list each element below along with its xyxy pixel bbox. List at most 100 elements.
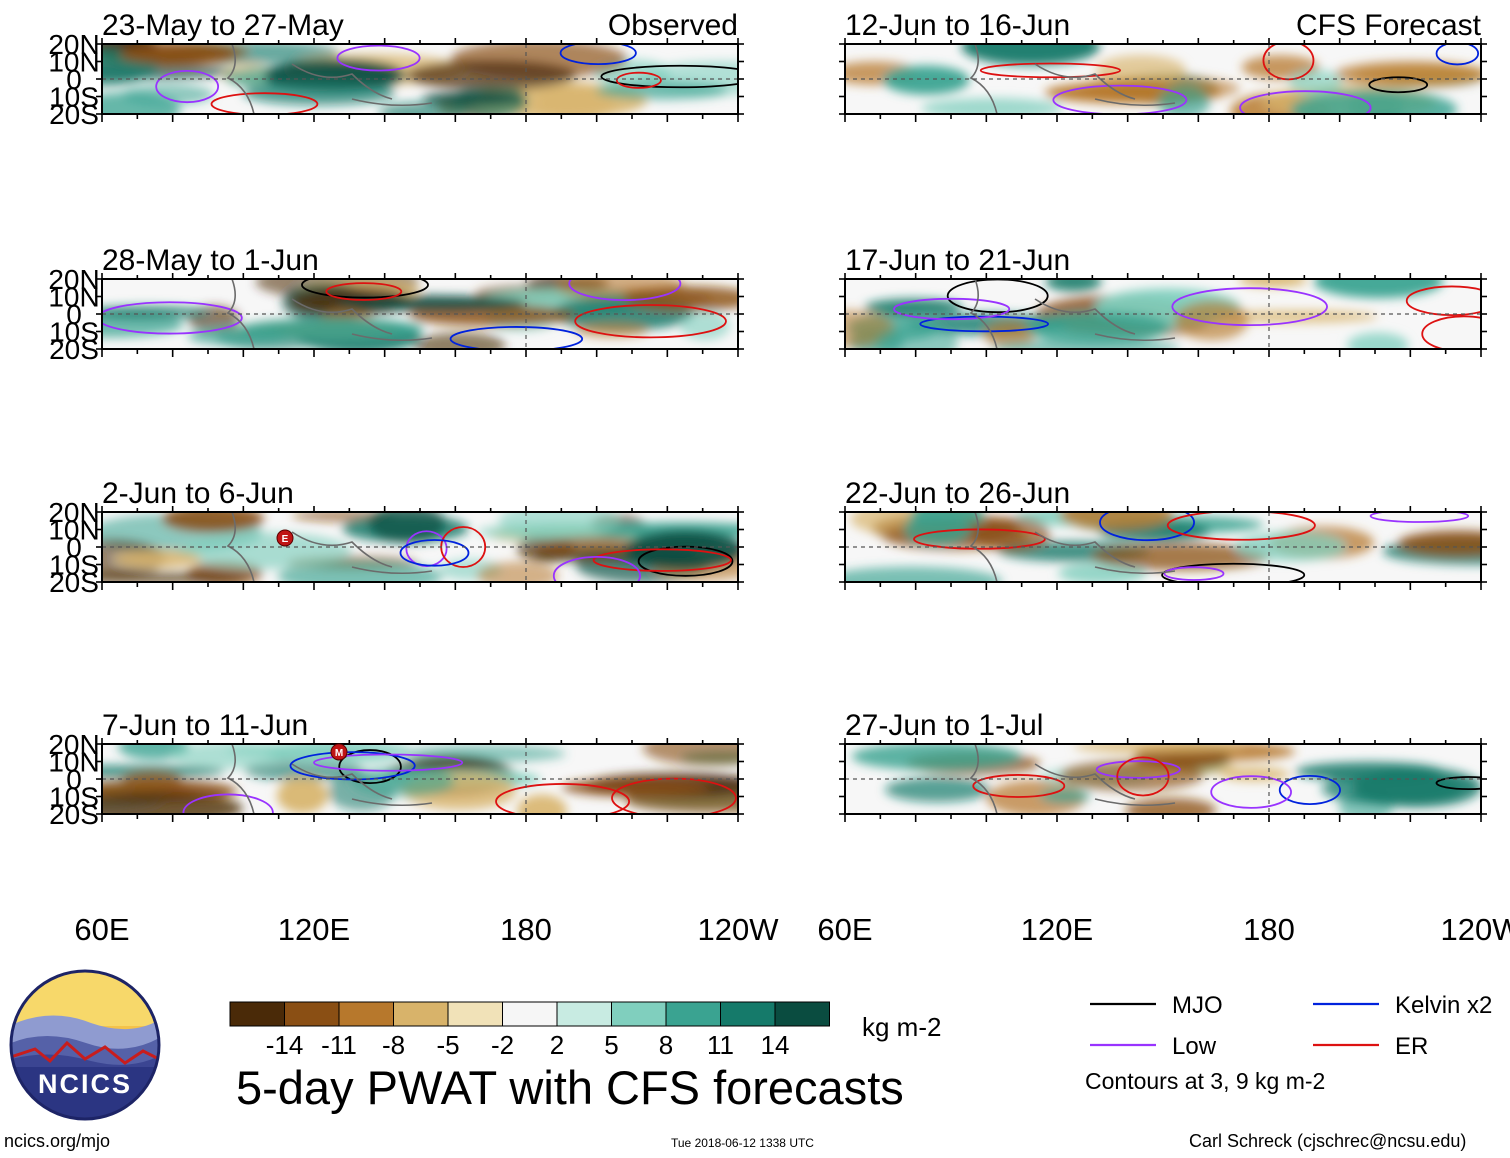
wave-contours bbox=[979, 44, 1480, 114]
main-title: 5-day PWAT with CFS forecasts bbox=[236, 1061, 904, 1114]
lat-label: 0 bbox=[66, 532, 82, 563]
right-panel-2: 17-Jun to 21-Jun bbox=[839, 244, 1487, 357]
legend-item: Low bbox=[1090, 1033, 1217, 1060]
legend: MJO Low Kelvin x2 ER bbox=[1090, 992, 1492, 1060]
lat-label: 20N bbox=[48, 497, 99, 528]
panel-title: 22-Jun to 26-Jun bbox=[845, 477, 1070, 510]
svg-text:Low: Low bbox=[1172, 1033, 1217, 1060]
right-panel-4: 27-Jun to 1-Jul bbox=[839, 709, 1487, 822]
panel-title: 12-Jun to 16-Jun bbox=[845, 9, 1070, 42]
wave-contours bbox=[972, 756, 1481, 809]
colorbar-label: -14 bbox=[266, 1030, 304, 1060]
right-panel-3: 22-Jun to 26-Jun bbox=[839, 477, 1487, 590]
lon-label: 120E bbox=[1021, 912, 1093, 947]
pwat-anomaly-field bbox=[851, 744, 1481, 814]
pwat-anomaly-field bbox=[102, 44, 738, 114]
colorbar-label: -2 bbox=[491, 1030, 514, 1060]
colorbar-swatch bbox=[774, 1001, 830, 1027]
colorbar-swatch bbox=[338, 1001, 394, 1027]
ncics-logo: NCICS bbox=[9, 969, 161, 1121]
colorbar-label: 11 bbox=[707, 1030, 734, 1060]
colorbar-label: -5 bbox=[436, 1030, 459, 1060]
pwat-anomaly-field bbox=[102, 279, 738, 349]
coastline bbox=[969, 512, 1176, 582]
coastline bbox=[226, 279, 433, 349]
svg-text:MJO: MJO bbox=[1172, 992, 1223, 1019]
lat-label: 10N bbox=[48, 747, 99, 778]
svg-text:E: E bbox=[282, 534, 289, 545]
panel-title: 17-Jun to 21-Jun bbox=[845, 244, 1070, 277]
axis-labels: 20N10N010S20S20N10N010S20S20N10N010S20S2… bbox=[48, 9, 1510, 947]
lat-label: 10S bbox=[49, 550, 99, 581]
svg-text:M: M bbox=[335, 748, 343, 759]
left-panel-3: 2-Jun to 6-Jun bbox=[96, 477, 744, 590]
wave-contours bbox=[399, 526, 734, 582]
colorbar: -14 -11 -8 -5 -2 2 5 8 11 14 bbox=[229, 1001, 830, 1060]
lon-label: 180 bbox=[500, 912, 552, 947]
legend-item: MJO bbox=[1090, 992, 1223, 1019]
panels: 23-May to 27-May 28-May to 1-Jun 2-Jun to … bbox=[96, 9, 1487, 822]
panel-title: 28-May to 1-Jun bbox=[102, 244, 319, 277]
coastline bbox=[226, 44, 433, 114]
footer-site: ncics.org/mjo bbox=[4, 1131, 111, 1151]
wave-contours bbox=[102, 279, 727, 349]
colorbar-swatch bbox=[556, 1001, 612, 1027]
storm-marker: M bbox=[330, 743, 348, 761]
colorbar-swatch bbox=[447, 1001, 503, 1027]
legend-item: Kelvin x2 bbox=[1313, 992, 1492, 1019]
pwat-anomaly-field bbox=[102, 512, 738, 582]
coastline bbox=[226, 512, 433, 582]
lat-label: 0 bbox=[66, 764, 82, 795]
lat-label: 10S bbox=[49, 782, 99, 813]
colorbar-swatch bbox=[665, 1001, 721, 1027]
colorbar-swatch bbox=[611, 1001, 667, 1027]
left-panel-2: 28-May to 1-Jun bbox=[96, 244, 744, 357]
legend-item: ER bbox=[1313, 1033, 1428, 1060]
panel-title: 23-May to 27-May bbox=[102, 9, 344, 42]
panel-title: 7-Jun to 11-Jun bbox=[102, 709, 308, 742]
observed-label: Observed bbox=[608, 9, 738, 42]
lat-label: 20S bbox=[49, 799, 99, 830]
coastline bbox=[969, 44, 1176, 114]
colorbar-label: -8 bbox=[382, 1030, 405, 1060]
contour-note: Contours at 3, 9 kg m-2 bbox=[1085, 1068, 1326, 1094]
coastline bbox=[226, 744, 433, 814]
lat-label: 10S bbox=[49, 82, 99, 113]
left-panel-4: 7-Jun to 11-Jun bbox=[96, 709, 744, 822]
wave-contours bbox=[913, 512, 1470, 582]
colorbar-swatch bbox=[502, 1001, 558, 1027]
footer-timestamp: Tue 2018-06-12 1338 UTC bbox=[671, 1136, 814, 1150]
lat-label: 20S bbox=[49, 567, 99, 598]
left-panel-1: 23-May to 27-May bbox=[96, 9, 744, 122]
logo-text: NCICS bbox=[38, 1069, 132, 1099]
forecast-label: CFS Forecast bbox=[1296, 9, 1482, 42]
coastline bbox=[969, 744, 1176, 814]
panel-title: 2-Jun to 6-Jun bbox=[102, 477, 294, 510]
footer-author: Carl Schreck (cjschrec@ncsu.edu) bbox=[1189, 1131, 1467, 1151]
storm-marker: E bbox=[276, 529, 294, 547]
svg-text:Kelvin x2: Kelvin x2 bbox=[1395, 992, 1492, 1019]
colorbar-swatch bbox=[229, 1001, 285, 1027]
lat-label: 20N bbox=[48, 29, 99, 60]
lat-label: 10N bbox=[48, 515, 99, 546]
lat-label: 10S bbox=[49, 317, 99, 348]
coastline bbox=[969, 279, 1176, 349]
lat-label: 20N bbox=[48, 264, 99, 295]
colorbar-label: 2 bbox=[550, 1030, 564, 1060]
lat-label: 10N bbox=[48, 47, 99, 78]
colorbar-units: kg m-2 bbox=[862, 1012, 942, 1042]
lon-label: 120W bbox=[698, 912, 780, 947]
wave-contours bbox=[155, 44, 738, 114]
lon-label: 180 bbox=[1243, 912, 1295, 947]
lat-label: 20N bbox=[48, 729, 99, 760]
lat-label: 0 bbox=[66, 299, 82, 330]
svg-text:ER: ER bbox=[1395, 1033, 1428, 1060]
colorbar-swatch bbox=[393, 1001, 449, 1027]
lat-label: 10N bbox=[48, 282, 99, 313]
pwat-anomaly-field bbox=[845, 44, 1481, 114]
lon-label: 60E bbox=[817, 912, 872, 947]
pwat-anomaly-field bbox=[845, 512, 1481, 582]
colorbar-swatch bbox=[284, 1001, 340, 1027]
lon-label: 120E bbox=[278, 912, 350, 947]
